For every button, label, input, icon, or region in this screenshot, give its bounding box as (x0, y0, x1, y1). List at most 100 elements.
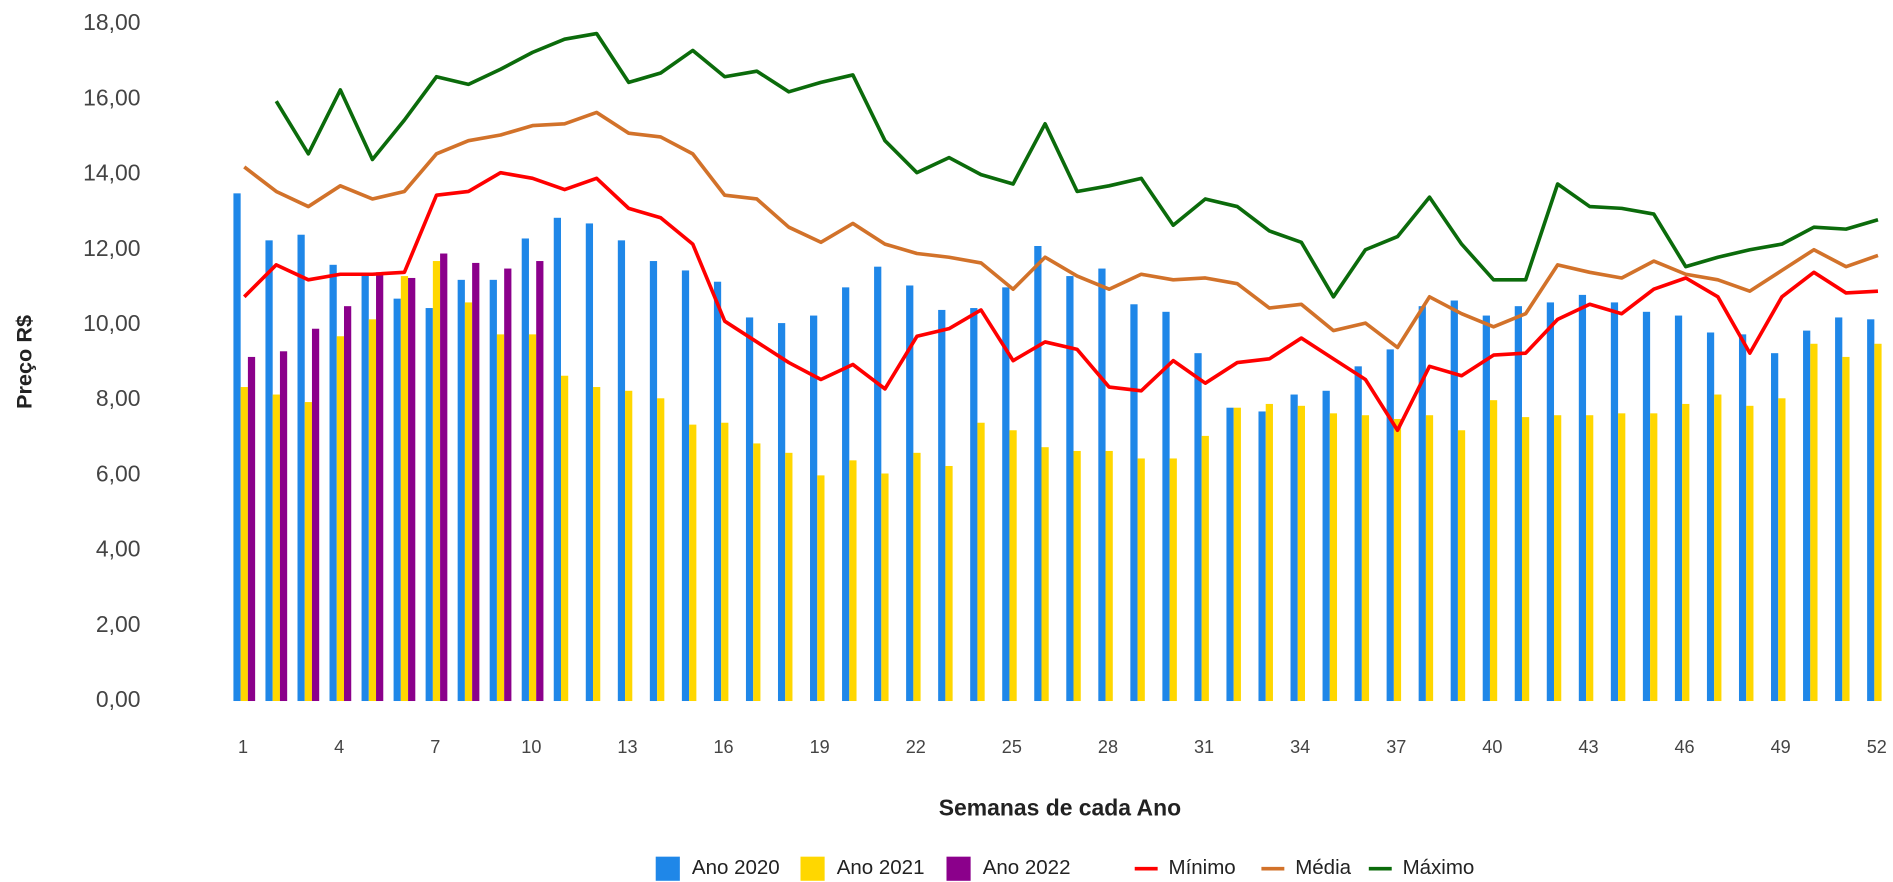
bar (649, 261, 658, 702)
bar (1482, 315, 1490, 702)
bar (1098, 268, 1106, 702)
y-tick-label: 10,00 (83, 310, 140, 336)
bar (1105, 450, 1113, 702)
bar (408, 277, 416, 702)
x-tick-label: 19 (810, 737, 830, 757)
bar (425, 308, 433, 702)
bar (472, 262, 480, 702)
y-tick-label: 14,00 (83, 160, 140, 186)
bar (810, 315, 818, 702)
bar (1778, 398, 1786, 702)
line (274, 31, 1879, 299)
bar (528, 334, 537, 702)
bar (536, 261, 544, 702)
bar (489, 279, 497, 702)
x-tick-label: 10 (521, 737, 541, 757)
bar (1130, 304, 1138, 702)
bar (376, 272, 384, 702)
bar (625, 390, 633, 702)
bar (1265, 403, 1273, 702)
bar (1329, 413, 1338, 702)
x-tick-label: 46 (1675, 737, 1695, 757)
y-tick-label: 4,00 (96, 536, 141, 562)
bar (1714, 394, 1722, 702)
bar (938, 309, 946, 702)
bar (329, 264, 337, 702)
bar (233, 193, 241, 702)
bar (1874, 343, 1882, 702)
bar (240, 387, 248, 702)
bar (753, 443, 761, 702)
bar (1738, 334, 1747, 702)
bar (272, 394, 280, 702)
bar (849, 460, 857, 702)
bar (842, 287, 850, 702)
x-tick-label: 25 (1002, 737, 1022, 757)
bar (913, 452, 921, 702)
bar (1457, 430, 1466, 702)
bar (1418, 306, 1426, 702)
x-tick-label: 49 (1771, 737, 1791, 757)
bar (945, 465, 953, 702)
bar (1706, 332, 1715, 702)
line (243, 110, 1879, 350)
bar (361, 274, 369, 702)
bar (504, 268, 512, 702)
bar (1137, 458, 1145, 702)
bar (970, 308, 978, 702)
bar (874, 266, 882, 702)
bar (1610, 302, 1619, 702)
x-tick-label: 40 (1482, 737, 1502, 757)
x-tick-label: 37 (1386, 737, 1406, 757)
x-tick-label: 52 (1867, 737, 1887, 757)
bar (1771, 353, 1779, 702)
x-tick-label: 4 (334, 737, 344, 757)
bar (311, 328, 320, 702)
bar (1842, 356, 1850, 702)
bar (1066, 276, 1074, 702)
bar (1682, 403, 1690, 702)
y-tick-label: 0,00 (96, 686, 141, 712)
bar (881, 473, 889, 702)
bar (1674, 315, 1683, 702)
bar (1073, 450, 1081, 702)
bar (681, 270, 690, 702)
y-axis-title: Preço R$ (12, 315, 37, 409)
legend-swatch (655, 856, 680, 881)
bar (1810, 343, 1818, 702)
bar (1226, 407, 1234, 702)
y-tick-label: 12,00 (83, 235, 140, 261)
bar (713, 281, 722, 702)
bar (1642, 311, 1651, 702)
bar (1867, 319, 1875, 702)
bar (1803, 330, 1811, 702)
bar (745, 317, 754, 702)
legend-label: Ano 2022 (983, 856, 1071, 879)
bar (432, 261, 441, 702)
bar (817, 475, 825, 702)
legend-label: Máximo (1403, 856, 1475, 879)
legend-label: Ano 2020 (692, 856, 780, 879)
bar (657, 398, 665, 702)
bar (368, 319, 377, 702)
bar (400, 276, 409, 702)
bar (304, 402, 312, 702)
bar (721, 422, 729, 702)
bar (1290, 394, 1298, 702)
bar (1546, 302, 1555, 702)
bar (560, 375, 569, 702)
bar (1162, 311, 1170, 702)
bar (1169, 458, 1177, 702)
line (242, 170, 1879, 433)
bar (440, 253, 448, 702)
y-tick-label: 2,00 (96, 611, 141, 637)
x-tick-label: 13 (617, 737, 637, 757)
bar (1009, 430, 1017, 702)
y-tick-label: 16,00 (83, 84, 140, 110)
x-tick-label: 43 (1578, 737, 1598, 757)
bar (785, 452, 793, 702)
bar (1618, 413, 1626, 702)
x-tick-label: 16 (714, 737, 734, 757)
x-tick-label: 34 (1290, 737, 1310, 757)
legend-label: Ano 2021 (837, 856, 925, 879)
